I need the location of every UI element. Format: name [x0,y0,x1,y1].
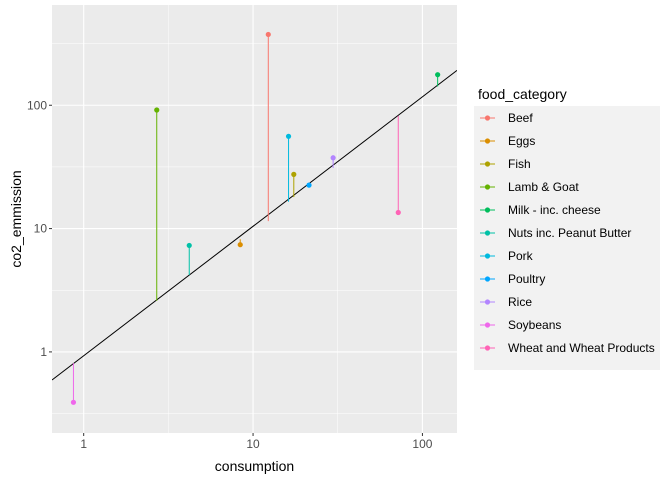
legend-label-poultry: Poultry [508,272,545,286]
legend-label-fish: Fish [508,157,531,171]
point-poultry [306,182,312,188]
legend-key-point-milk-inc-cheese [484,207,491,213]
point-wheat-and-wheat-products [395,209,401,216]
x-tick-label: 10 [246,437,260,451]
legend-key-point-beef [484,115,491,121]
point-nuts-inc-peanut-butter [186,242,192,249]
legend-key-background [474,106,660,370]
legend-key-point-poultry [484,276,491,282]
legend: food_category Beef Eggs Fish Lamb & Goat Mil… [474,86,660,370]
point-rice [330,155,336,161]
legend-key-point-lamb-goat [484,184,491,190]
legend-label-lamb-goat: Lamb & Goat [508,180,579,194]
y-axis-title: co2_emmission [8,170,24,267]
point-pork [285,133,292,139]
legend-key-point-fish [484,161,491,167]
legend-label-soybeans: Soybeans [508,318,561,332]
grid-minor [52,5,457,433]
legend-label-rice: Rice [508,295,532,309]
lollipop-segments [72,34,439,403]
legend-label-pork: Pork [508,249,534,263]
x-axis-ticks: 1 10 100 [80,433,433,451]
legend-items: Beef Eggs Fish Lamb & Goat Milk - inc. chees… [480,111,655,355]
x-axis-title: consumption [215,458,294,474]
plot-panel [52,5,457,433]
y-tick-label: 1 [40,345,47,359]
legend-title: food_category [478,86,567,102]
lollipop-points [70,31,441,405]
legend-label-beef: Beef [508,111,533,125]
legend-key-point-pork [484,253,491,259]
point-lamb-goat [154,107,160,113]
x-tick-label: 100 [412,437,432,451]
point-beef [265,31,271,38]
point-fish [291,171,297,177]
legend-key-point-wheat-and-wheat-products [484,345,491,351]
y-tick-label: 10 [34,222,48,236]
legend-label-milk-inc-cheese: Milk - inc. cheese [508,203,601,217]
legend-key-point-soybeans [484,322,491,328]
point-eggs [237,242,243,248]
x-tick-label: 1 [80,437,87,451]
reference-line [52,69,457,381]
legend-label-nuts-inc-peanut-butter: Nuts inc. Peanut Butter [508,226,631,240]
legend-key-point-rice [484,299,491,305]
legend-label-eggs: Eggs [508,134,535,148]
grid-major [52,5,457,433]
point-milk-inc-cheese [435,72,441,78]
y-axis-ticks: 1 10 100 [27,98,52,359]
legend-key-point-nuts-inc-peanut-butter [484,230,491,236]
legend-label-wheat-and-wheat-products: Wheat and Wheat Products [508,341,655,355]
legend-key-point-eggs [484,138,491,144]
y-tick-label: 100 [27,98,47,112]
point-soybeans [70,399,77,405]
